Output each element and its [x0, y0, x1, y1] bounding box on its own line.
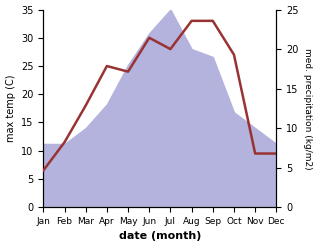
X-axis label: date (month): date (month): [119, 231, 201, 242]
Y-axis label: max temp (C): max temp (C): [5, 75, 16, 142]
Y-axis label: med. precipitation (kg/m2): med. precipitation (kg/m2): [303, 48, 313, 169]
